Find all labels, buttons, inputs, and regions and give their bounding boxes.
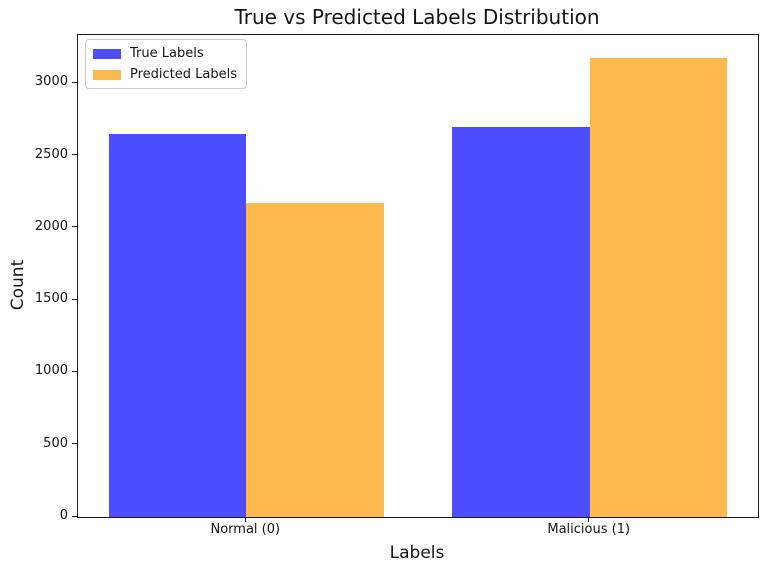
y-tick-label-1500: 1500	[34, 291, 68, 307]
y-tick-label-2500: 2500	[34, 146, 68, 162]
legend-item-predicted-labels: Predicted Labels	[93, 67, 237, 82]
y-tick-mark-500	[72, 443, 77, 445]
y-tick-mark-1000	[72, 370, 77, 372]
predicted-labels-swatch-icon	[93, 69, 121, 80]
x-tick-mark-normal-0	[244, 517, 246, 522]
legend-label-true: True Labels	[130, 46, 204, 61]
bar-true-labels-normal-0	[108, 133, 247, 517]
x-tick-mark-malicious-1	[588, 517, 590, 522]
y-tick-mark-1500	[72, 298, 77, 300]
y-tick-mark-2500	[72, 154, 77, 156]
bar-true-labels-malicious-1	[452, 126, 590, 517]
legend: True Labels Predicted Labels	[85, 39, 248, 89]
chart-title: True vs Predicted Labels Distribution	[234, 5, 600, 29]
bar-predicted-labels-malicious-1	[589, 58, 728, 517]
y-tick-label-0: 0	[59, 508, 68, 523]
legend-item-true-labels: True Labels	[93, 46, 237, 61]
y-tick-label-2000: 2000	[34, 218, 68, 234]
y-tick-mark-2000	[72, 226, 77, 228]
y-tick-label-1000: 1000	[34, 363, 68, 379]
x-axis-label: Labels	[389, 543, 445, 563]
y-tick-mark-3000	[72, 81, 77, 83]
true-labels-swatch-icon	[93, 48, 121, 59]
x-tick-label-malicious-1: Malicious (1)	[547, 522, 631, 537]
plot-area: True Labels Predicted Labels	[77, 34, 759, 518]
y-tick-mark-0	[72, 515, 77, 517]
x-tick-label-normal-0: Normal (0)	[210, 522, 281, 537]
y-tick-label-500: 500	[43, 435, 68, 451]
legend-label-predicted: Predicted Labels	[130, 67, 238, 82]
y-tick-label-3000: 3000	[34, 74, 68, 90]
bar-predicted-labels-normal-0	[246, 202, 384, 517]
